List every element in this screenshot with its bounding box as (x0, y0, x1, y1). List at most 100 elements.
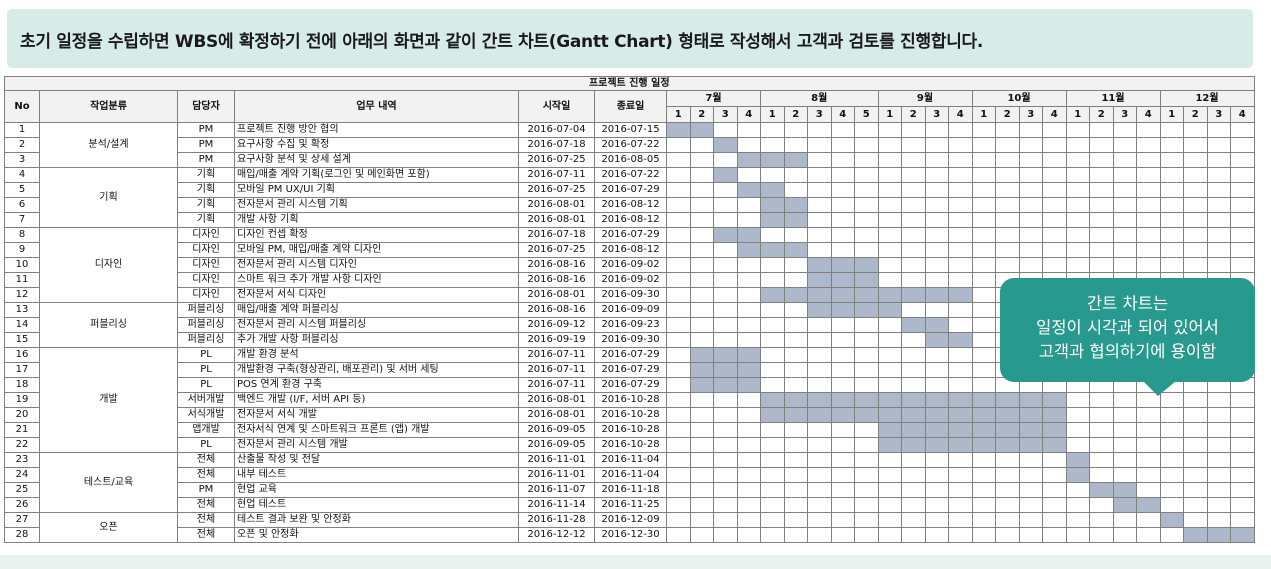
gantt-empty-cell (971, 152, 996, 168)
gantt-empty-cell (807, 437, 832, 453)
gantt-empty-cell (1183, 407, 1208, 423)
gantt-empty-cell (666, 212, 691, 228)
category-cell: 퍼블리싱 (39, 302, 178, 348)
table-row: 8 디자인 디자인 디자인 컨셉 확정 2016-07-18 2016-07-29 (4, 227, 1255, 303)
gantt-empty-cell (854, 197, 879, 213)
gantt-bar-cell (807, 392, 832, 408)
gantt-empty-cell (901, 482, 926, 498)
gantt-empty-cell (760, 437, 785, 453)
end-date-cell: 2016-08-05 (594, 152, 667, 168)
gantt-empty-cell (760, 347, 785, 363)
gantt-bar-cell (689, 122, 714, 138)
gantt-empty-cell (666, 482, 691, 498)
gantt-empty-cell (1206, 197, 1231, 213)
gantt-empty-cell (760, 137, 785, 153)
gantt-empty-cell (760, 497, 785, 513)
gantt-empty-cell (783, 437, 808, 453)
table-row: 23 테스트/교육 전체 산출물 작성 및 전달 2016-11-01 2016-11-0… (4, 452, 1255, 513)
gantt-bar-cell (854, 407, 879, 423)
gantt-empty-cell (830, 167, 855, 183)
gantt-empty-cell (783, 422, 808, 438)
owner-cell: 디자인 (177, 287, 235, 303)
gantt-empty-cell (783, 122, 808, 138)
gantt-empty-cell (901, 182, 926, 198)
gantt-empty-cell (1136, 242, 1161, 258)
gantt-bar-cell (783, 242, 808, 258)
gantt-bar-cell (713, 362, 738, 378)
gantt-empty-cell (760, 332, 785, 348)
gantt-empty-cell (901, 362, 926, 378)
gantt-empty-cell (948, 137, 973, 153)
gantt-empty-cell (971, 257, 996, 273)
gantt-empty-cell (1042, 452, 1067, 468)
gantt-empty-cell (666, 182, 691, 198)
gantt-empty-cell (713, 407, 738, 423)
gantt-empty-cell (995, 242, 1020, 258)
gantt-empty-cell (666, 527, 691, 543)
gantt-empty-cell (666, 422, 691, 438)
start-date-cell: 2016-08-01 (518, 287, 595, 303)
gantt-empty-cell (1018, 257, 1043, 273)
start-date-cell: 2016-08-01 (518, 212, 595, 228)
task-cell: 모바일 PM UX/UI 기획 (234, 182, 519, 198)
gantt-empty-cell (995, 212, 1020, 228)
gantt-empty-cell (736, 272, 761, 288)
table-row: 1 분석/설계 PM 프로젝트 진행 방안 협의 2016-07-04 2016-07-1… (4, 122, 1255, 168)
gantt-empty-cell (1018, 122, 1043, 138)
gantt-empty-cell (689, 527, 714, 543)
gantt-empty-cell (901, 257, 926, 273)
gantt-empty-cell (1159, 257, 1184, 273)
gantt-empty-cell (901, 242, 926, 258)
gantt-empty-cell (971, 287, 996, 303)
gantt-empty-cell (1065, 122, 1090, 138)
gantt-empty-cell (1136, 197, 1161, 213)
gantt-empty-cell (854, 362, 879, 378)
gantt-empty-cell (1018, 527, 1043, 543)
gantt-empty-cell (1089, 212, 1114, 228)
gantt-empty-cell (995, 227, 1020, 243)
row-number: 13 (4, 302, 40, 318)
gantt-bar-cell (689, 377, 714, 393)
gantt-empty-cell (736, 407, 761, 423)
end-date-cell: 2016-10-28 (594, 422, 667, 438)
gantt-empty-cell (924, 122, 949, 138)
owner-cell: PM (177, 137, 235, 153)
gantt-empty-cell (1206, 407, 1231, 423)
gantt-empty-cell (901, 227, 926, 243)
gantt-bar-cell (736, 347, 761, 363)
gantt-bar-cell (924, 332, 949, 348)
gantt-empty-cell (689, 422, 714, 438)
gantt-empty-cell (783, 227, 808, 243)
table-row: 28 전체 오픈 및 안정화 2016-12-12 2016-12-30 (4, 527, 1255, 543)
start-date-cell: 2016-09-12 (518, 317, 595, 333)
gantt-empty-cell (901, 467, 926, 483)
gantt-bar-cell (760, 212, 785, 228)
gantt-empty-cell (666, 437, 691, 453)
gantt-empty-cell (807, 227, 832, 243)
gantt-empty-cell (877, 332, 902, 348)
gantt-bar-cell (830, 272, 855, 288)
gantt-empty-cell (901, 197, 926, 213)
gantt-empty-cell (689, 137, 714, 153)
gantt-empty-cell (854, 227, 879, 243)
gantt-empty-cell (1089, 407, 1114, 423)
start-date-cell: 2016-07-11 (518, 347, 595, 363)
gantt-empty-cell (1159, 212, 1184, 228)
gantt-bar-cell (854, 287, 879, 303)
task-cell: 전자문서 관리 시스템 개발 (234, 437, 519, 453)
gantt-empty-cell (1159, 527, 1184, 543)
gantt-empty-cell (713, 437, 738, 453)
gantt-empty-cell (1206, 212, 1231, 228)
gantt-empty-cell (666, 242, 691, 258)
gantt-empty-cell (1206, 137, 1231, 153)
gantt-bar-cell (713, 347, 738, 363)
gantt-empty-cell (689, 212, 714, 228)
gantt-empty-cell (971, 512, 996, 528)
gantt-empty-cell (1206, 512, 1231, 528)
gantt-bar-cell (901, 287, 926, 303)
gantt-empty-cell (783, 452, 808, 468)
week-header: 4 (736, 106, 761, 123)
week-header: 4 (1136, 106, 1161, 123)
col-header-end: 종료일 (594, 90, 667, 123)
gantt-bar-cell (971, 392, 996, 408)
